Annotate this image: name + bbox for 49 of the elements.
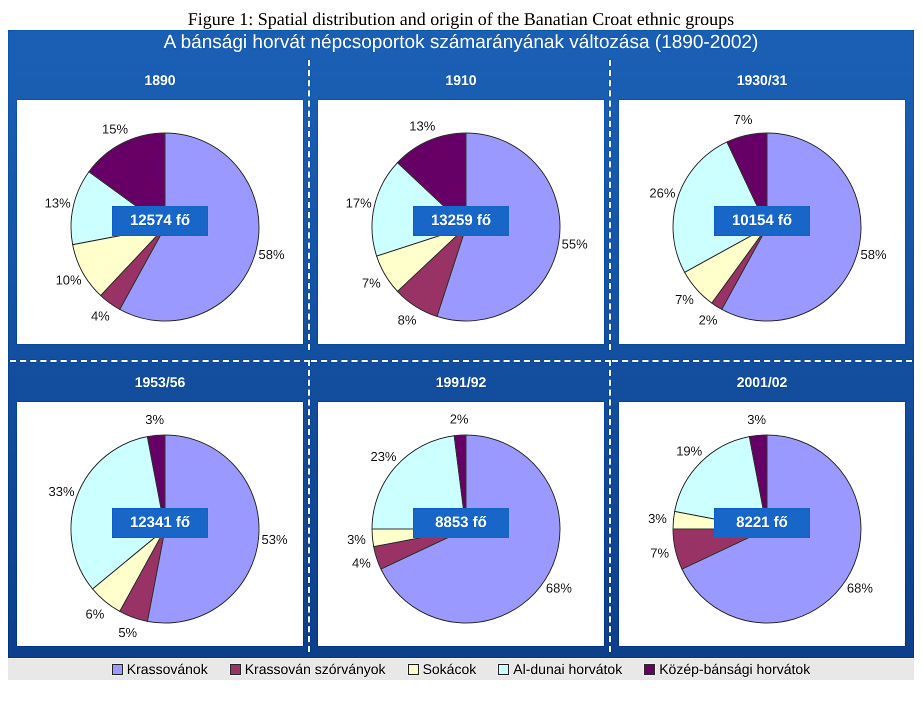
data-label: 3% [347, 532, 366, 547]
data-label: 23% [370, 448, 397, 464]
legend-label: Sokácok [422, 661, 476, 677]
data-label: 10% [56, 272, 82, 288]
chart-title: 1953/56 [134, 373, 186, 392]
legend-label: Al-dunai horvátok [513, 661, 622, 677]
data-label: 3% [747, 412, 766, 427]
data-label: 19% [676, 444, 703, 459]
data-label: 5% [118, 624, 138, 640]
data-label: 13% [44, 196, 72, 211]
chart-title: 2001/02 [736, 373, 788, 392]
text: 10154 fő [714, 206, 810, 236]
text: 12341 fő [112, 508, 208, 538]
legend-label: Krassovánok [126, 661, 208, 677]
chart-title: 1991/92 [436, 373, 486, 392]
data-label: 17% [346, 196, 372, 211]
data-label: 2% [450, 412, 469, 427]
data-label: 3% [648, 511, 668, 526]
data-label: 7% [362, 275, 382, 290]
chart-title: 1930/31 [736, 71, 788, 90]
data-label: 2% [698, 312, 718, 328]
data-label: 4% [352, 555, 372, 570]
data-label: 4% [90, 308, 110, 324]
data-label: 3% [145, 412, 164, 427]
chart-title: 1910 [445, 71, 477, 90]
text: 12574 fő [112, 206, 208, 236]
data-label: 55% [562, 236, 588, 252]
data-label: 8% [398, 312, 417, 328]
data-label: 7% [650, 545, 670, 560]
chart-title: 1890 [144, 71, 176, 90]
text: 8853 fő [413, 508, 509, 538]
text: Figure 1: Spatial distribution and origin of the Banatian Croat ethnic groups [8, 8, 914, 30]
text: 13259 fő [413, 206, 509, 236]
text: A bánsági horvát népcsoportok számarányának változása (1890-2002) [8, 30, 914, 60]
legend-label: Közép-bánsági horvátok [659, 661, 810, 677]
text: 8221 fő [714, 508, 810, 538]
data-label: 68% [846, 580, 874, 596]
data-label: 58% [860, 246, 887, 262]
data-label: 7% [734, 112, 753, 128]
data-label: 15% [102, 121, 129, 136]
data-label: 6% [85, 606, 105, 622]
data-label: 26% [649, 186, 676, 201]
data-label: 7% [675, 292, 694, 308]
data-label: 68% [546, 580, 572, 596]
data-label: 33% [48, 484, 75, 500]
data-label: 53% [261, 532, 288, 547]
data-label: 58% [258, 246, 285, 262]
data-label: 13% [409, 118, 436, 134]
legend-label: Krassován szórványok [244, 661, 386, 677]
